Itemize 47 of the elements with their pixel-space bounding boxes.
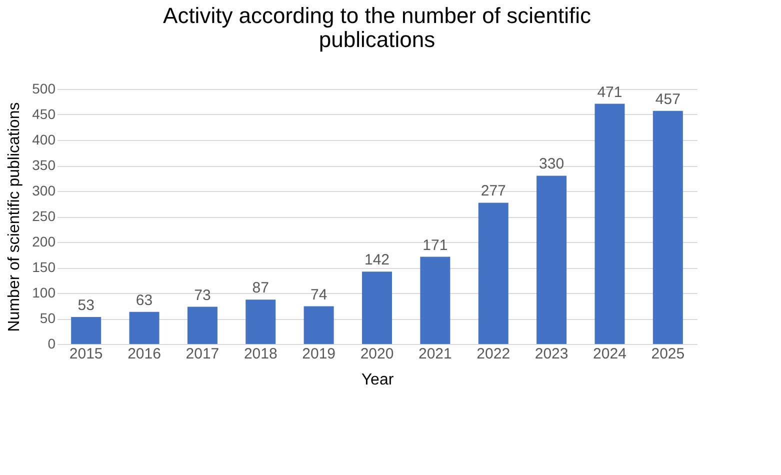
x-tick-label: 2015	[69, 346, 103, 362]
y-tick-label: 450	[32, 106, 56, 122]
x-tick-label: 2021	[418, 346, 452, 362]
y-tick-label: 400	[32, 132, 56, 148]
bar	[420, 256, 450, 344]
x-tick-label: 2020	[360, 346, 394, 362]
data-label: 74	[310, 286, 328, 304]
bar	[536, 176, 567, 344]
data-label: 53	[78, 296, 94, 314]
data-label: 63	[136, 292, 153, 309]
chart-title: Activity according to the number of scientific publications	[163, 3, 591, 52]
y-tick-label: 150	[32, 259, 56, 275]
y-tick-label: 250	[32, 208, 56, 224]
y-tick-label: 350	[32, 157, 56, 173]
x-tick-label: 2019	[302, 346, 336, 362]
data-label: 277	[480, 182, 506, 200]
data-label: 171	[422, 236, 448, 254]
x-tick-label: 2024	[593, 346, 626, 362]
bar	[362, 272, 392, 344]
bar	[652, 110, 683, 344]
bar	[71, 316, 102, 344]
x-tick-label: 2017	[186, 346, 220, 362]
bar	[304, 306, 334, 344]
x-tick-label: 2025	[651, 346, 685, 362]
y-tick-label: 500	[32, 80, 56, 96]
bar	[478, 202, 508, 344]
x-tick-label: 2018	[244, 346, 278, 362]
y-tick-label: 100	[32, 284, 56, 300]
y-tick-label: 0	[48, 336, 56, 352]
x-tick-label: 2016	[128, 346, 161, 362]
data-label: 457	[655, 90, 680, 108]
bar	[246, 300, 276, 344]
bar	[129, 312, 160, 344]
data-label: 87	[252, 280, 269, 297]
bar	[594, 104, 625, 344]
x-tick-label: 2023	[534, 346, 568, 362]
y-tick-label: 300	[32, 182, 56, 198]
data-label: 471	[597, 84, 622, 101]
data-label: 73	[194, 286, 211, 304]
y-tick-label: 200	[32, 234, 56, 250]
bar	[187, 306, 218, 344]
y-tick-label: 50	[40, 310, 56, 326]
y-axis-title: Number of scientific publications	[6, 102, 24, 332]
data-label: 142	[364, 252, 390, 269]
x-tick-label: 2022	[476, 346, 510, 362]
data-label: 330	[539, 156, 564, 173]
x-axis-title: Year	[361, 372, 394, 388]
